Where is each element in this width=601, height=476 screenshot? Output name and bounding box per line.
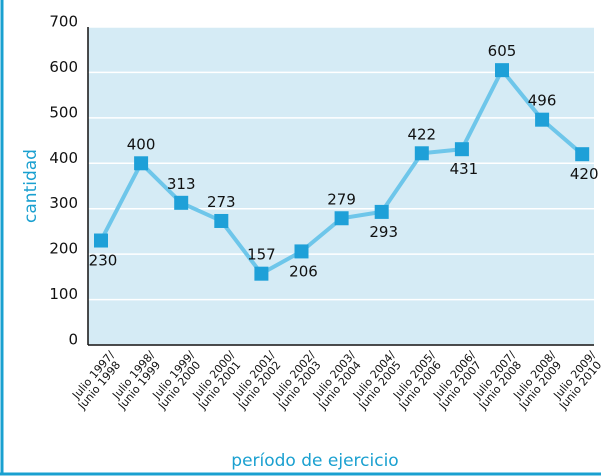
data-label: 420 <box>570 165 599 183</box>
marker <box>414 146 429 161</box>
y-tick-label: 400 <box>49 149 78 167</box>
y-axis-label: cantidad <box>21 149 41 223</box>
marker <box>575 147 590 162</box>
marker <box>495 63 509 78</box>
marker <box>134 156 149 171</box>
data-label: 431 <box>450 160 479 178</box>
marker <box>334 211 349 226</box>
marker <box>294 244 309 259</box>
data-label: 293 <box>369 223 398 241</box>
marker <box>374 204 389 219</box>
data-label: 230 <box>89 252 118 270</box>
data-label: 313 <box>167 175 196 193</box>
y-tick-label: 300 <box>49 194 78 212</box>
y-tick-label: 0 <box>68 331 78 349</box>
marker <box>214 213 229 228</box>
marker <box>94 233 108 248</box>
data-label: 496 <box>528 92 557 110</box>
data-label: 422 <box>407 125 436 143</box>
data-label: 605 <box>488 42 517 60</box>
marker <box>174 195 189 210</box>
marker <box>535 112 550 127</box>
data-label: 157 <box>247 246 276 264</box>
y-tick-label: 500 <box>49 103 78 121</box>
y-tick-label: 700 <box>49 13 78 31</box>
marker <box>254 266 269 281</box>
x-axis-label: período de ejercicio <box>231 451 398 471</box>
data-label: 273 <box>207 193 236 211</box>
y-tick-label: 200 <box>49 240 78 258</box>
y-tick-label: 600 <box>49 58 78 76</box>
data-label: 279 <box>327 190 356 208</box>
y-tick-label: 100 <box>49 285 78 303</box>
marker <box>454 142 469 157</box>
data-label: 400 <box>127 135 156 153</box>
data-label: 206 <box>289 262 318 280</box>
